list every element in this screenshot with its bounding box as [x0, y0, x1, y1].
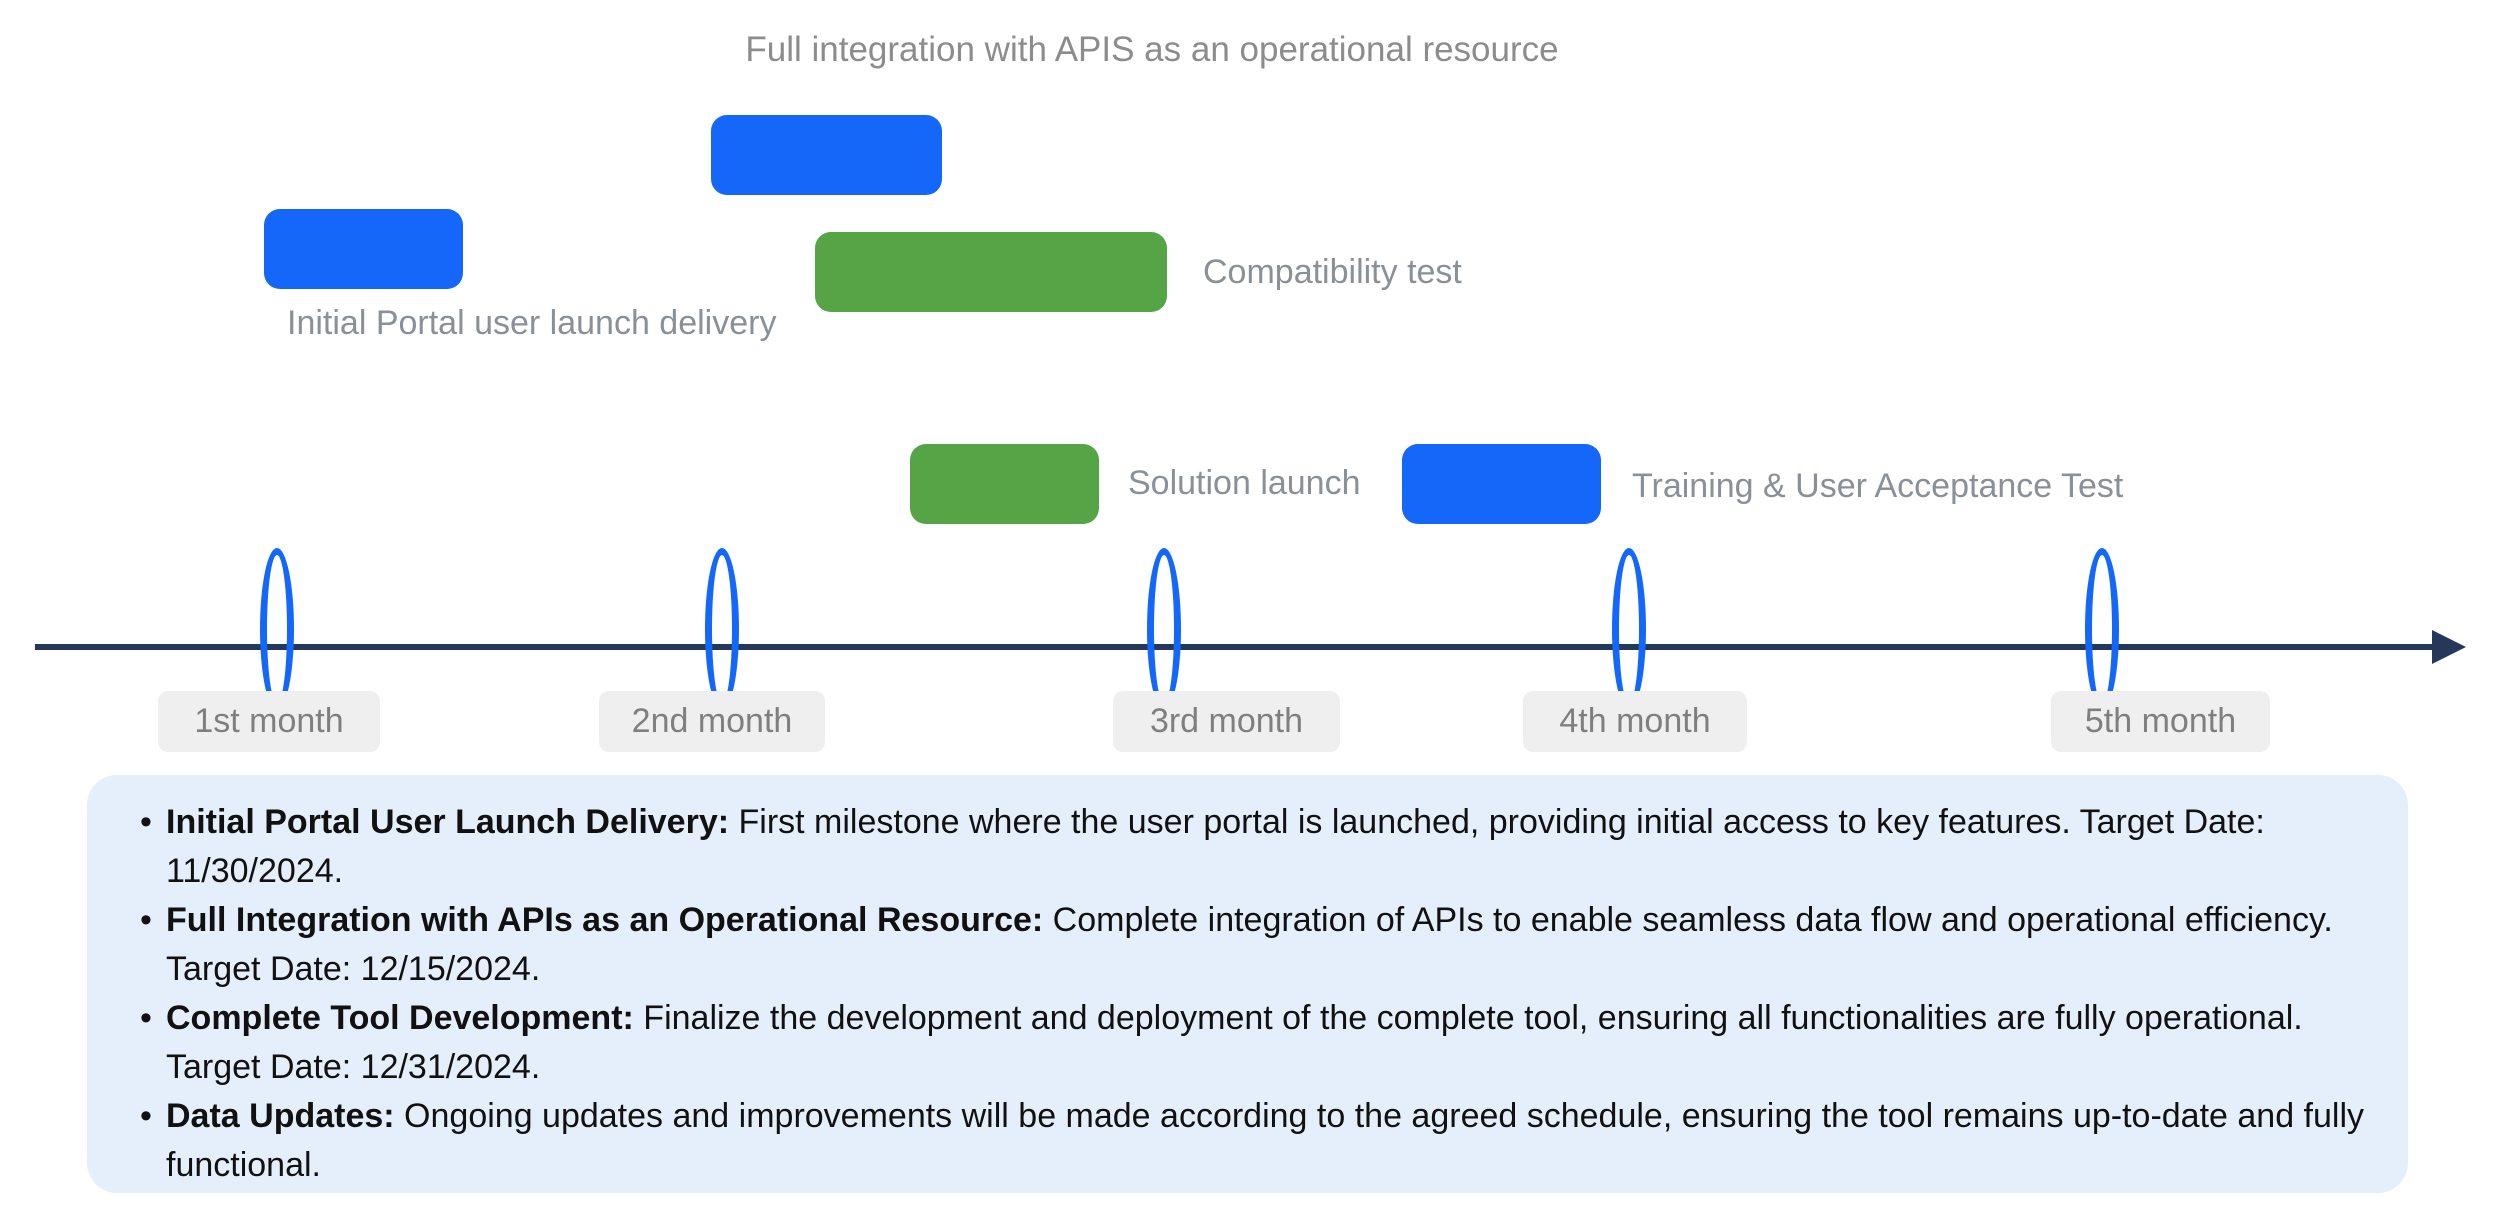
milestone-loop-marker-5: [2085, 548, 2119, 710]
milestone-label-compatibility-test: Compatibility test: [1203, 253, 1462, 291]
note-text-continued: Target Date: 12/31/2024.: [166, 1048, 541, 1086]
milestone-loop-marker-1: [260, 548, 294, 710]
month-label-4: 4th month: [1523, 691, 1747, 752]
note-text-continued: 11/30/2024.: [166, 852, 344, 890]
month-label-2: 2nd month: [599, 691, 825, 752]
milestone-bar-compatibility-test: [815, 232, 1167, 312]
month-label-5: 5th month: [2051, 691, 2270, 752]
milestone-label-training-uat: Training & User Acceptance Test: [1632, 467, 2124, 505]
timeline-axis: [35, 644, 2434, 650]
milestone-bar-initial-portal: [264, 209, 463, 289]
note-title: Data Updates:: [166, 1097, 395, 1135]
milestone-label-solution-launch: Solution launch: [1128, 464, 1361, 502]
page-title: Full integration with APIS as an operati…: [745, 30, 1559, 69]
note-item-initial-portal: Initial Portal User Launch Delivery: Fir…: [140, 798, 2390, 896]
month-label-3: 3rd month: [1113, 691, 1340, 752]
note-text: Finalize the development and deployment …: [633, 999, 2303, 1037]
milestone-loop-marker-2: [705, 548, 739, 710]
month-label-1: 1st month: [158, 691, 380, 752]
note-item-complete-tool-development: Complete Tool Development: Finalize the …: [140, 994, 2390, 1092]
note-item-data-updates: Data Updates: Ongoing updates and improv…: [140, 1092, 2390, 1190]
note-title: Initial Portal User Launch Delivery:: [166, 803, 730, 841]
note-text: Complete integration of APIs to enable s…: [1043, 901, 2333, 939]
milestone-notes-list: Initial Portal User Launch Delivery: Fir…: [140, 798, 2390, 1190]
milestone-label-initial-portal: Initial Portal user launch delivery: [287, 304, 777, 342]
note-text: Ongoing updates and improvements will be…: [394, 1097, 2365, 1135]
milestone-bar-training-uat: [1402, 444, 1601, 524]
milestone-bar-solution-launch: [910, 444, 1099, 524]
note-title: Complete Tool Development:: [166, 999, 634, 1037]
milestone-bar-full-integration: [711, 115, 942, 195]
milestone-loop-marker-3: [1147, 548, 1181, 710]
milestone-loop-marker-4: [1612, 548, 1646, 710]
timeline-arrowhead-icon: [2432, 630, 2466, 664]
note-text-continued: Target Date: 12/15/2024.: [166, 950, 541, 988]
note-title: Full Integration with APIs as an Operati…: [166, 901, 1044, 939]
note-item-full-integration: Full Integration with APIs as an Operati…: [140, 896, 2390, 994]
note-text: First milestone where the user portal is…: [729, 803, 2265, 841]
note-text-continued: functional.: [166, 1146, 321, 1184]
milestone-notes-panel: Initial Portal User Launch Delivery: Fir…: [87, 775, 2408, 1193]
